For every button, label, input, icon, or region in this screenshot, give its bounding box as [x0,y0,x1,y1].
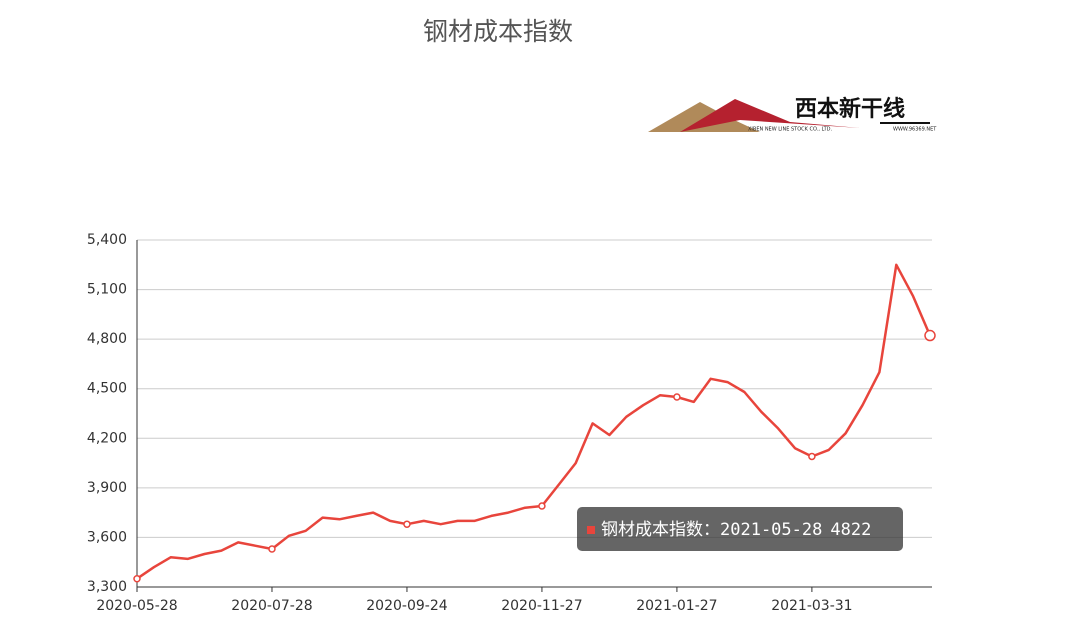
tooltip-date: 2021-05-28 [720,520,822,540]
logo-name: 西本新干线 [795,96,905,122]
y-tick-label: 5,100 [87,282,127,298]
y-tick-label: 3,300 [87,579,127,595]
x-tick-label: 2021-03-31 [771,598,852,614]
tooltip: 钢材成本指数：2021-05-28 4822 [577,507,903,551]
tooltip-marker [587,526,595,534]
logo-company: XIBEN NEW LINE STOCK CO., LTD. [748,127,833,133]
y-tick-label: 3,900 [87,480,127,496]
tooltip-value: 4822 [830,520,871,540]
logo-site: WWW.96369.NET [893,127,937,133]
data-point [809,453,815,459]
y-tick-label: 5,400 [87,232,127,248]
x-tick-label: 2021-01-27 [636,598,717,614]
y-tick-label: 4,800 [87,331,127,347]
data-point [404,521,410,527]
tooltip-prefix: 钢材成本指数： [601,520,720,540]
x-tick-label: 2020-07-28 [231,598,312,614]
y-tick-label: 3,600 [87,529,127,545]
x-tick-label: 2020-11-27 [501,598,582,614]
data-point [269,546,275,552]
data-point [134,576,140,582]
data-point [674,394,680,400]
data-point [539,503,545,509]
logo: 西本新干线 XIBEN NEW LINE STOCK CO., LTD. WWW… [648,96,937,133]
y-tick-label: 4,200 [87,430,127,446]
y-tick-label: 4,500 [87,381,127,397]
tooltip-text: 钢材成本指数：2021-05-28 4822 [601,520,871,540]
chart-title: 钢材成本指数 [423,17,573,46]
x-tick-label: 2020-09-24 [366,598,447,614]
data-point [925,331,935,341]
x-tick-label: 2020-05-28 [96,598,177,614]
